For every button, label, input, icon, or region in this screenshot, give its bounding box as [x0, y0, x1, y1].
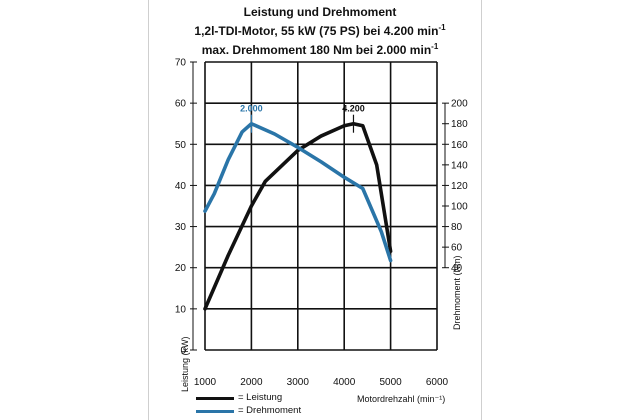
x-tick-label-3000: 3000 [287, 377, 310, 388]
left-axis-title: Leistung (kW) [180, 336, 190, 392]
right-tick-label-80: 80 [451, 222, 463, 233]
left-tick-label-60: 60 [175, 99, 187, 110]
legend-label-drehmoment: = Drehmoment [238, 405, 302, 416]
left-tick-label-40: 40 [175, 181, 187, 192]
series-line-leistung [203, 121, 393, 311]
right-tick-label-120: 120 [451, 181, 468, 192]
left-tick-label-70: 70 [175, 58, 187, 69]
x-tick-label-2000: 2000 [240, 377, 263, 388]
annotation-label-4.200: 4.200 [342, 104, 365, 114]
frame-right-line [481, 0, 482, 420]
left-tick-label-20: 20 [175, 263, 187, 274]
right-tick-label-100: 100 [451, 202, 468, 213]
x-axis-title: Motordrehzahl (min⁻¹) [357, 394, 446, 404]
legend: = Leistung = Drehmoment [196, 392, 346, 420]
legend-label-leistung: = Leistung [238, 392, 283, 403]
chart-title-block: Leistung und Drehmoment 1,2l-TDI-Motor, … [150, 4, 490, 58]
frame-left-line [148, 0, 149, 420]
legend-swatch-drehmoment [196, 410, 234, 413]
right-tick-label-40: 40 [451, 263, 463, 274]
annotation-label-2.000: 2.000 [240, 104, 263, 114]
series-line-drehmoment [203, 121, 393, 263]
right-tick-label-140: 140 [451, 160, 468, 171]
chart-subtitle-line2: max. Drehmoment 180 Nm bei 2.000 min-1 [201, 42, 439, 57]
right-tick-label-60: 60 [451, 243, 463, 254]
right-tick-label-180: 180 [451, 119, 468, 130]
chart-title: Leistung und Drehmoment [243, 5, 397, 19]
left-tick-label-10: 10 [175, 304, 187, 315]
x-tick-label-4000: 4000 [333, 377, 356, 388]
x-tick-label-5000: 5000 [379, 377, 402, 388]
right-tick-label-200: 200 [451, 99, 468, 110]
right-tick-label-160: 160 [451, 140, 468, 151]
left-tick-label-0: 0 [180, 346, 186, 357]
chart-subtitle-line1: 1,2l-TDI-Motor, 55 kW (75 PS) bei 4.200 … [194, 23, 446, 38]
x-tick-label-6000: 6000 [426, 377, 449, 388]
left-tick-label-50: 50 [175, 140, 187, 151]
left-tick-label-30: 30 [175, 222, 187, 233]
right-axis-title: Drehmoment (Nm) [452, 255, 462, 330]
legend-swatch-leistung [196, 397, 234, 400]
x-tick-label-1000: 1000 [194, 377, 217, 388]
